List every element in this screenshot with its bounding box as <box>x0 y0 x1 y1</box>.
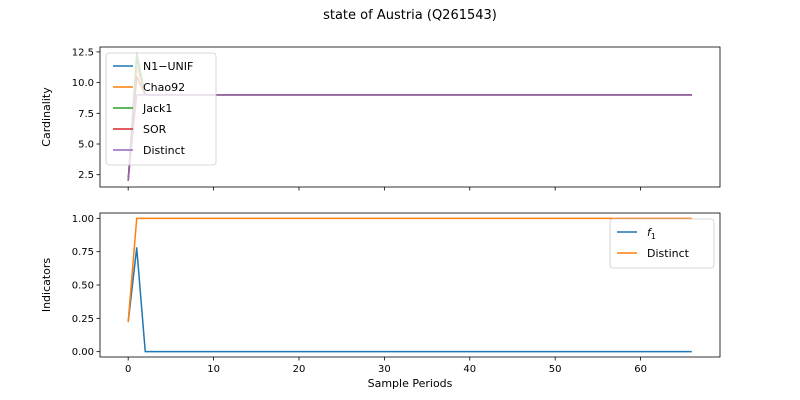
legend-entry: Jack1 <box>142 102 172 115</box>
legend-entry: Chao92 <box>143 81 185 94</box>
y-tick-label: 5.0 <box>78 140 94 151</box>
series-line-f1 <box>127 247 692 353</box>
x-axis-label: Sample Periods <box>368 377 453 390</box>
x-tick-label: 30 <box>378 364 391 375</box>
y-axis-label: Cardinality <box>40 87 53 147</box>
x-tick-label: 0 <box>125 364 131 375</box>
x-tick-label: 50 <box>549 364 562 375</box>
legend: N1−UNIF Chao92 Jack1 SOR Distinct <box>105 52 217 166</box>
figure-title: state of Austria (Q261543) <box>323 8 497 23</box>
legend-entry: f1 <box>647 226 656 241</box>
y-tick-label: 0.00 <box>72 347 94 358</box>
y-tick-label: 12.5 <box>72 47 94 58</box>
axes-frame <box>99 46 721 188</box>
legend-box <box>105 52 217 166</box>
series-line-distinct <box>127 217 692 323</box>
x-tick-label: 20 <box>293 364 306 375</box>
y-axis-label: Indicators <box>40 258 53 313</box>
legend: f1 Distinct <box>609 218 715 269</box>
y-tick-label: 0.50 <box>72 281 94 292</box>
legend-entry: Distinct <box>647 247 690 260</box>
y-tick-label: 0.75 <box>72 247 94 258</box>
y-tick-label: 2.5 <box>78 170 94 181</box>
legend-box <box>609 218 715 269</box>
legend-entry: Distinct <box>143 144 186 157</box>
x-tick-label: 40 <box>463 364 476 375</box>
panel-bottom: 0 10 20 30 40 50 60 0.00 0.25 0.50 0.75 1.00 Indicat… <box>40 212 721 390</box>
y-tick-label: 10.0 <box>72 78 94 89</box>
legend-entry: N1−UNIF <box>143 60 193 73</box>
y-tick-label: 7.5 <box>78 109 94 120</box>
panel-top: 2.5 5.0 7.5 10.0 12.5 Cardinality N1−UNIF Chao9… <box>40 46 721 191</box>
y-tick-label: 1.00 <box>72 214 94 225</box>
x-tick-label: 60 <box>634 364 647 375</box>
x-tick-label: 10 <box>207 364 220 375</box>
y-tick-label: 0.25 <box>72 314 94 325</box>
legend-entry: SOR <box>143 123 167 136</box>
